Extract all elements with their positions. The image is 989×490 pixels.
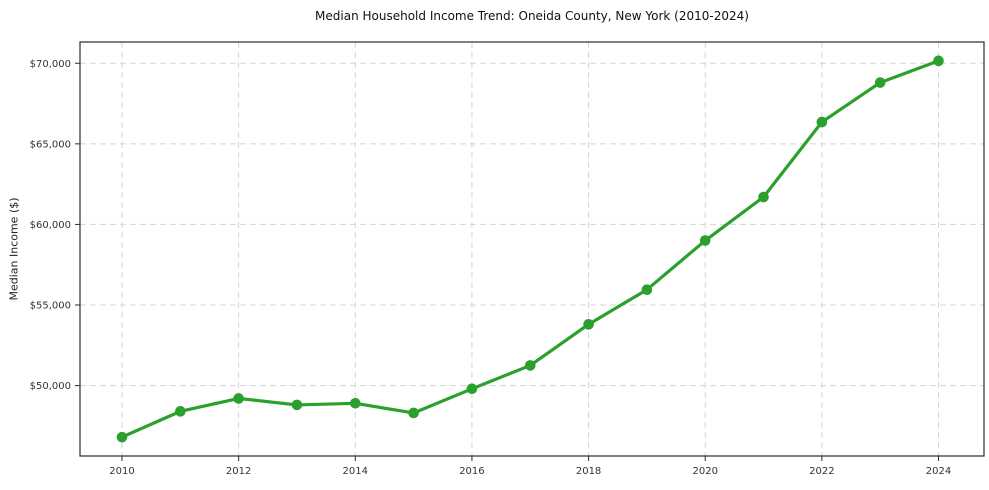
x-tick-label: 2010 bbox=[109, 466, 134, 477]
y-tick-label: $65,000 bbox=[30, 139, 71, 150]
data-point bbox=[758, 191, 769, 203]
data-point bbox=[699, 235, 711, 246]
x-tick-label: 2018 bbox=[576, 466, 601, 477]
data-point bbox=[349, 398, 361, 409]
data-point bbox=[874, 77, 886, 88]
data-point bbox=[933, 55, 944, 67]
x-tick-label: 2020 bbox=[692, 466, 717, 477]
y-tick-label: $70,000 bbox=[30, 59, 71, 70]
x-tick-label: 2024 bbox=[926, 466, 951, 477]
x-tick-label: 2014 bbox=[343, 466, 368, 477]
data-point bbox=[233, 393, 244, 404]
data-point bbox=[583, 319, 594, 330]
data-point bbox=[641, 284, 653, 295]
y-tick-label: $50,000 bbox=[30, 381, 71, 392]
x-tick-label: 2012 bbox=[226, 466, 251, 477]
data-point bbox=[466, 383, 478, 395]
y-tick-label: $60,000 bbox=[30, 220, 71, 231]
data-point bbox=[524, 360, 536, 371]
plot-border bbox=[79, 41, 985, 457]
chart-title: Median Household Income Trend: Oneida Co… bbox=[315, 9, 749, 23]
x-tick-label: 2016 bbox=[459, 466, 484, 477]
data-point bbox=[408, 407, 419, 419]
data-point bbox=[291, 399, 303, 411]
data-point bbox=[816, 116, 828, 128]
data-point bbox=[116, 431, 128, 443]
x-tick-label: 2022 bbox=[809, 466, 834, 477]
trend-line bbox=[120, 59, 941, 439]
y-tick-label: $55,000 bbox=[30, 301, 71, 312]
data-point bbox=[175, 406, 186, 417]
